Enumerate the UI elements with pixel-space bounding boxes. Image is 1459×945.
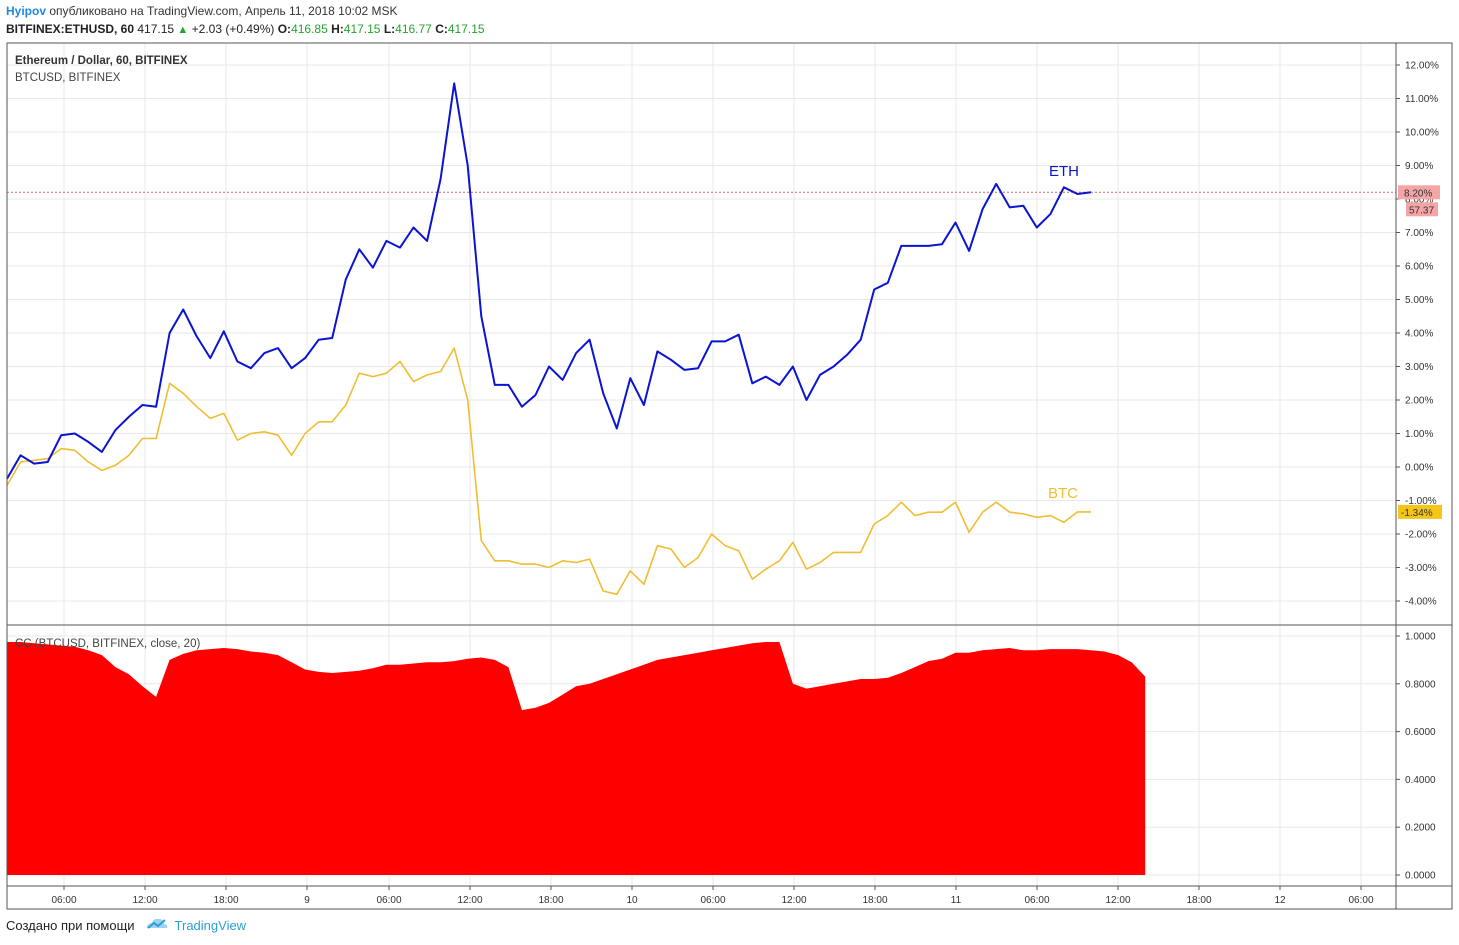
main-legend-title: Ethereum / Dollar, 60, BITFINEX (15, 55, 188, 67)
btc-line (6, 347, 1091, 596)
y-tick-label: 10.00% (1405, 128, 1439, 139)
low-label: L: (383, 22, 396, 36)
y-tick-label: 12.00% (1405, 61, 1439, 72)
main-price-axis[interactable]: 12.00% 11.00% 10.00% 9.00% 8.00% 7.00% 6.00% 5.… (1396, 61, 1439, 608)
y-tick-label: 6.00% (1405, 262, 1433, 273)
publish-info: Hyipov опубликовано на TradingView.com, … (6, 4, 398, 20)
current-price: 417.15 (137, 22, 175, 36)
open-label: O: (277, 22, 292, 36)
up-arrow-icon: ▲ (177, 24, 189, 36)
y-tick-label: 11.00% (1405, 94, 1438, 105)
y-tick-label: 7.00% (1405, 228, 1433, 239)
y-tick-label: 5.00% (1405, 295, 1433, 306)
main-legend-subtitle: BTCUSD, BITFINEX (15, 72, 121, 84)
x-tick-label: 18:00 (862, 895, 887, 906)
x-tick-label: 18:00 (1186, 895, 1211, 906)
y-tick-label: 0.00% (1405, 463, 1433, 474)
outer-border (6, 42, 1453, 910)
symbol-name: BITFINEX:ETHUSD, 60 (6, 22, 135, 36)
eth-last-price-text: 57.37 (1409, 205, 1434, 216)
y-tick-label: -2.00% (1405, 530, 1437, 541)
x-tick-label: 06:00 (1024, 895, 1049, 906)
cc-area (7, 642, 1146, 875)
last-value-labels: 8.20% 57.37 -1.34% (1398, 185, 1442, 519)
high-value: 417.15 (343, 22, 381, 36)
close-label: C: (435, 22, 448, 36)
y-tick-label: 0.0000 (1405, 871, 1436, 882)
y-tick-label: 0.6000 (1405, 727, 1436, 738)
low-value: 416.77 (395, 22, 432, 36)
x-tick-label: 9 (304, 895, 310, 906)
x-tick-label: 11 (951, 895, 962, 906)
time-axis[interactable]: 06:00 12:00 18:00 9 06:00 12:00 18:00 10 06:00 12… (51, 886, 1374, 906)
x-tick-label: 12:00 (1105, 895, 1130, 906)
y-tick-label: 8.00% (1405, 195, 1433, 206)
x-tick-label: 06:00 (51, 895, 76, 906)
y-tick-label: 1.00% (1405, 429, 1433, 440)
x-tick-label: 12:00 (132, 895, 157, 906)
y-tick-label: 9.00% (1405, 161, 1433, 172)
btc-series (6, 347, 1091, 596)
main-pane-grid (7, 43, 1396, 625)
high-label: H: (331, 22, 344, 36)
footer: Создано при помощи TradingView (6, 916, 246, 934)
open-value: 416.85 (291, 22, 328, 36)
btc-last-value-badge (1398, 504, 1442, 519)
x-tick-label: 06:00 (700, 895, 725, 906)
y-tick-label: 1.0000 (1405, 632, 1436, 643)
eth-series-label: ETH (1049, 163, 1079, 180)
y-tick-label: -4.00% (1405, 597, 1437, 608)
tradingview-brand-link[interactable]: TradingView (174, 917, 247, 933)
btc-series-label: BTC (1048, 485, 1078, 502)
y-tick-label: -3.00% (1405, 563, 1437, 574)
symbol-info: BITFINEX:ETHUSD, 60 417.15 ▲ +2.03 (+0.4… (6, 22, 485, 38)
x-tick-label: 18:00 (213, 895, 238, 906)
close-value: 417.15 (447, 22, 485, 36)
tradingview-cloud-icon (145, 917, 169, 934)
x-tick-label: 06:00 (1348, 895, 1373, 906)
price-change: +2.03 (+0.49%) (191, 22, 275, 36)
eth-last-value-text: 8.20% (1404, 188, 1432, 199)
eth-series (6, 82, 1092, 480)
published-text: опубликовано на TradingView.com, Апрель … (49, 4, 398, 18)
x-tick-label: 18:00 (538, 895, 563, 906)
y-tick-label: 4.00% (1405, 329, 1433, 340)
indicator-legend-title: CC (BTCUSD, BITFINEX, close, 20) (15, 638, 200, 650)
x-tick-label: 12 (1274, 895, 1286, 906)
eth-last-price-badge (1406, 202, 1438, 217)
created-with-text: Создано при помощи (6, 917, 135, 933)
author-link[interactable]: Hyipov (6, 4, 47, 18)
btc-last-value-text: -1.34% (1401, 508, 1433, 519)
eth-last-value-badge (1398, 185, 1440, 200)
x-tick-label: 10 (626, 895, 638, 906)
y-tick-label: 2.00% (1405, 396, 1433, 407)
chart-frame (6, 42, 1453, 910)
x-tick-label: 06:00 (376, 895, 401, 906)
x-tick-label: 12:00 (781, 895, 806, 906)
x-tick-label: 12:00 (457, 895, 482, 906)
indicator-price-axis[interactable]: 1.0000 0.8000 0.6000 0.4000 0.2000 0.0000 (1396, 632, 1436, 882)
y-tick-label: 3.00% (1405, 362, 1433, 373)
y-tick-label: 0.2000 (1405, 823, 1436, 834)
eth-line (6, 82, 1092, 480)
y-tick-label: 0.8000 (1405, 679, 1436, 690)
cc-indicator (7, 642, 1146, 875)
y-tick-label: 0.4000 (1405, 775, 1436, 786)
y-tick-label: -1.00% (1405, 496, 1437, 507)
